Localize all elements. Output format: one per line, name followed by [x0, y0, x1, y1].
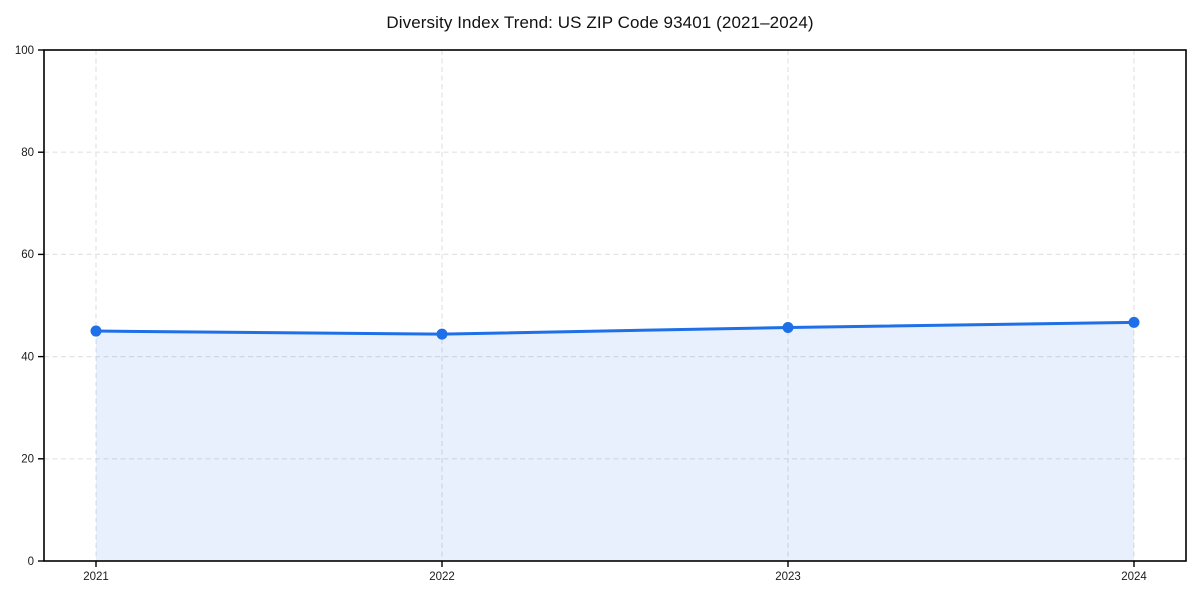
y-tick-label: 60: [21, 249, 34, 261]
x-tick-label: 2021: [83, 571, 109, 583]
y-tick-label: 80: [21, 147, 34, 159]
y-tick-label: 40: [21, 351, 34, 363]
area-fill: [96, 322, 1134, 561]
y-tick-label: 100: [15, 45, 34, 57]
y-tick-label: 20: [21, 454, 34, 466]
trend-line: [94, 320, 1136, 336]
x-tick-label: 2022: [429, 571, 455, 583]
x-tick-label: 2024: [1121, 571, 1147, 583]
data-point-2024: [1128, 316, 1140, 328]
chart-title: Diversity Index Trend: US ZIP Code 93401…: [386, 13, 814, 32]
y-tick-label: 0: [28, 556, 34, 568]
plot-border: [43, 49, 1187, 562]
x-tick-label: 2023: [775, 571, 801, 583]
data-point-2023: [782, 321, 794, 333]
data-point-2022: [436, 328, 448, 340]
data-point-2021: [90, 325, 102, 337]
